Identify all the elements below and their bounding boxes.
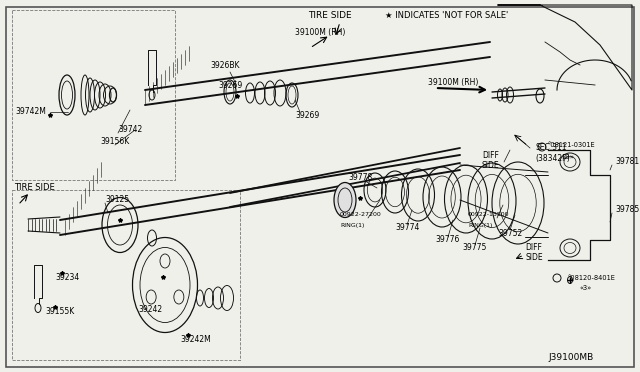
Text: TIRE SIDE: TIRE SIDE — [308, 10, 352, 19]
Text: 39269: 39269 — [295, 110, 319, 119]
Text: 39776: 39776 — [435, 235, 460, 244]
Text: 39781: 39781 — [615, 157, 639, 167]
Text: 39752: 39752 — [498, 228, 522, 237]
Text: 39742M: 39742M — [15, 108, 46, 116]
Text: «3»: «3» — [580, 285, 592, 291]
Text: 39100M (RH): 39100M (RH) — [428, 77, 478, 87]
Text: °08120-8401E: °08120-8401E — [567, 275, 615, 281]
Text: 39100M (RH): 39100M (RH) — [295, 28, 346, 36]
Text: «3»: «3» — [562, 154, 575, 160]
Ellipse shape — [334, 183, 356, 218]
Text: 39742: 39742 — [118, 125, 142, 135]
Text: 39242: 39242 — [138, 305, 162, 314]
Text: 39125: 39125 — [105, 196, 129, 205]
Text: 3926BK: 3926BK — [210, 61, 239, 70]
Text: 39774: 39774 — [395, 224, 419, 232]
Text: SIDE: SIDE — [482, 160, 500, 170]
Text: 39234: 39234 — [55, 273, 79, 282]
Text: RING(1): RING(1) — [468, 222, 492, 228]
Text: 39775: 39775 — [462, 244, 486, 253]
Text: SEC.311: SEC.311 — [535, 144, 566, 153]
Text: 39785: 39785 — [615, 205, 639, 215]
Text: 39155K: 39155K — [45, 308, 74, 317]
Text: J39100MB: J39100MB — [548, 353, 593, 362]
Text: 00922-13500: 00922-13500 — [468, 212, 509, 218]
Text: DIFF: DIFF — [482, 151, 499, 160]
Text: ★ INDICATES 'NOT FOR SALE': ★ INDICATES 'NOT FOR SALE' — [385, 10, 508, 19]
Text: (38342P): (38342P) — [535, 154, 570, 163]
Text: 00922-27200: 00922-27200 — [340, 212, 381, 218]
Text: DIFF: DIFF — [525, 244, 542, 253]
Text: 39269: 39269 — [218, 80, 243, 90]
Text: SIDE: SIDE — [525, 253, 543, 263]
Text: TIRE SIDE: TIRE SIDE — [14, 183, 55, 192]
Text: 39242M: 39242M — [180, 336, 211, 344]
Text: 39156K: 39156K — [100, 138, 129, 147]
Text: °08121-0301E: °08121-0301E — [547, 142, 595, 148]
Text: RING(1): RING(1) — [340, 222, 364, 228]
Text: 39778: 39778 — [348, 173, 372, 183]
